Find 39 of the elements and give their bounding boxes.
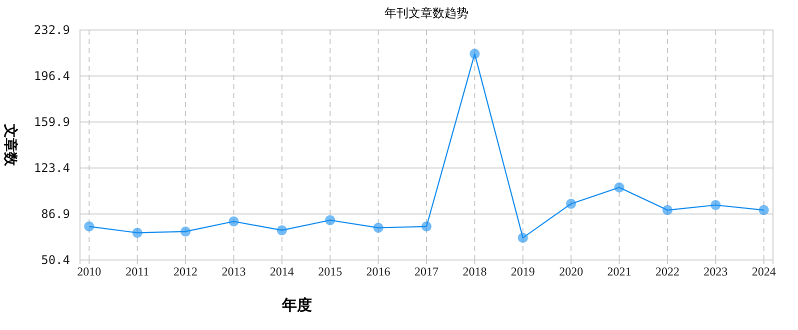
x-axis-title: 年度	[281, 296, 312, 314]
x-tick-label: 2016	[366, 264, 390, 279]
x-tick-label: 2012	[174, 264, 198, 279]
point	[758, 205, 769, 216]
chart-title: 年刊文章数趋势	[384, 6, 468, 20]
point	[470, 48, 480, 59]
x-tick-label: 2024	[752, 264, 776, 279]
point	[276, 225, 287, 236]
x-tick-label: 2015	[318, 264, 342, 279]
y-tick-label: 232.9	[34, 22, 70, 37]
y-axis-title: 文章数	[2, 123, 19, 167]
y-tick-label: 123.4	[34, 160, 70, 175]
x-tick-label: 2014	[270, 264, 294, 279]
y-tick-label: 196.4	[34, 68, 70, 83]
point	[614, 182, 624, 192]
point	[325, 215, 336, 226]
point	[662, 205, 673, 216]
x-tick-label: 2010	[77, 264, 102, 279]
point	[132, 228, 142, 238]
x-tick-label: 2020	[559, 264, 584, 279]
x-tick-label: 2019	[510, 264, 535, 279]
y-tick-label: 159.9	[34, 114, 70, 129]
point	[421, 221, 432, 232]
point	[518, 232, 528, 243]
point	[84, 221, 94, 232]
x-tick-label: 2021	[607, 264, 632, 279]
point	[180, 226, 191, 237]
x-tick-label: 2018	[462, 264, 487, 279]
point	[566, 198, 576, 209]
x-tick-label: 2011	[126, 264, 150, 279]
x-tick-label: 2023	[704, 264, 728, 279]
point	[710, 200, 721, 210]
point	[373, 222, 384, 233]
y-tick-label: 50.4	[41, 252, 70, 267]
x-tick-label: 2022	[655, 264, 680, 279]
point	[228, 216, 239, 226]
y-tick-label: 86.9	[41, 206, 70, 221]
x-tick-label: 2017	[414, 264, 438, 279]
x-tick-label: 2013	[222, 264, 246, 279]
